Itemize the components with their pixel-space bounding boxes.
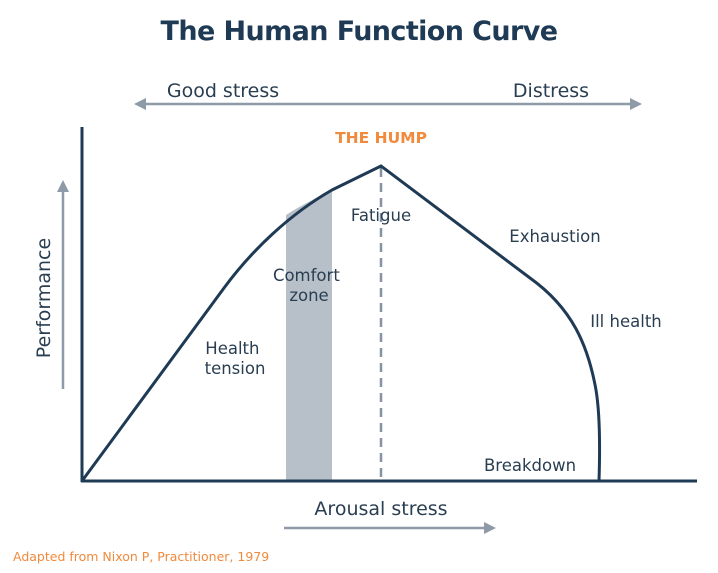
- comfort-zone-line-2: zone: [289, 286, 328, 305]
- health-tension-line-2: tension: [205, 359, 266, 378]
- comfort-zone-label: Comfort zone: [273, 266, 345, 305]
- fatigue-label: Fatigue: [351, 206, 411, 225]
- ill-health-label: Ill health: [590, 312, 662, 331]
- breakdown-label: Breakdown: [484, 456, 576, 475]
- arousal-arrow: [284, 522, 496, 534]
- performance-label: Performance: [33, 238, 55, 358]
- good-stress-label: Good stress: [167, 80, 279, 102]
- arousal-stress-label: Arousal stress: [314, 498, 447, 520]
- comfort-zone-line-1: Comfort: [273, 266, 340, 285]
- comfort-zone-band: [286, 190, 332, 481]
- hump-label: THE HUMP: [335, 129, 427, 147]
- health-tension-label: Health tension: [205, 339, 266, 378]
- function-curve: [80, 164, 602, 482]
- distress-label: Distress: [513, 80, 589, 102]
- health-tension-line-1: Health: [205, 339, 259, 358]
- top-double-arrow: [134, 98, 642, 110]
- performance-arrow: [57, 180, 69, 389]
- diagram-title: The Human Function Curve: [161, 16, 558, 47]
- source-note: Adapted from Nixon P, Practitioner, 1979: [13, 549, 269, 564]
- exhaustion-label: Exhaustion: [509, 227, 600, 246]
